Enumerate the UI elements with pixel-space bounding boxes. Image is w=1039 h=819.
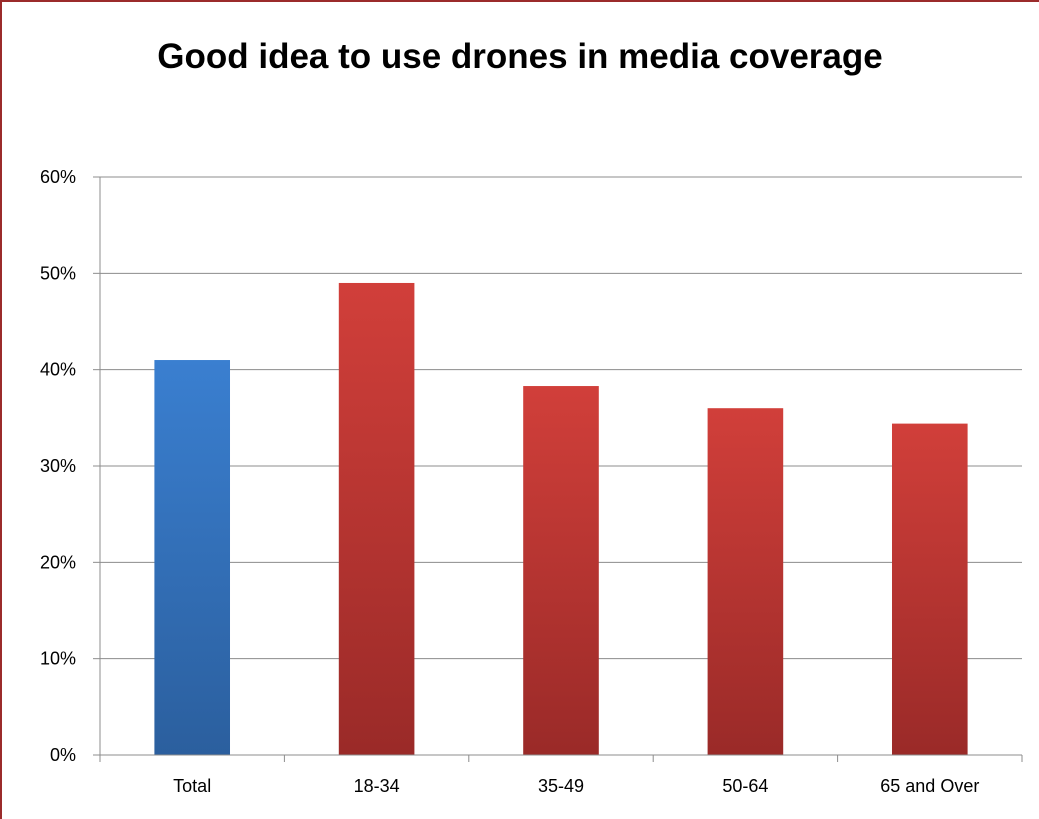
x-tick-label: 50-64 — [722, 776, 768, 796]
x-tick-label: Total — [173, 776, 211, 796]
gridlines — [100, 176, 1022, 660]
y-tick-label: 0% — [50, 745, 76, 765]
y-tick-label: 60% — [40, 167, 76, 187]
bar-total — [154, 360, 231, 755]
x-tick-labels: Total 18-34 35-49 50-64 65 and Over — [173, 776, 979, 796]
bar-65-and-over — [891, 423, 968, 755]
bar-35-49 — [523, 386, 599, 755]
y-tick-label: 30% — [40, 456, 76, 476]
y-tick-labels: 0% 10% 20% 30% 40% 50% 60% — [40, 167, 76, 765]
bar-50-64 — [707, 408, 784, 755]
y-tick-label: 50% — [40, 263, 76, 283]
axes — [93, 176, 1023, 762]
chart-title: Good idea to use drones in media coverag… — [157, 37, 883, 76]
x-tick-label: 65 and Over — [880, 776, 979, 796]
x-tick-label: 35-49 — [538, 776, 584, 796]
y-tick-label: 10% — [40, 649, 76, 669]
bar-18-34 — [338, 282, 415, 755]
y-tick-label: 40% — [40, 360, 76, 380]
x-tick-label: 18-34 — [354, 776, 400, 796]
y-tick-label: 20% — [40, 552, 76, 572]
bars — [154, 282, 968, 755]
